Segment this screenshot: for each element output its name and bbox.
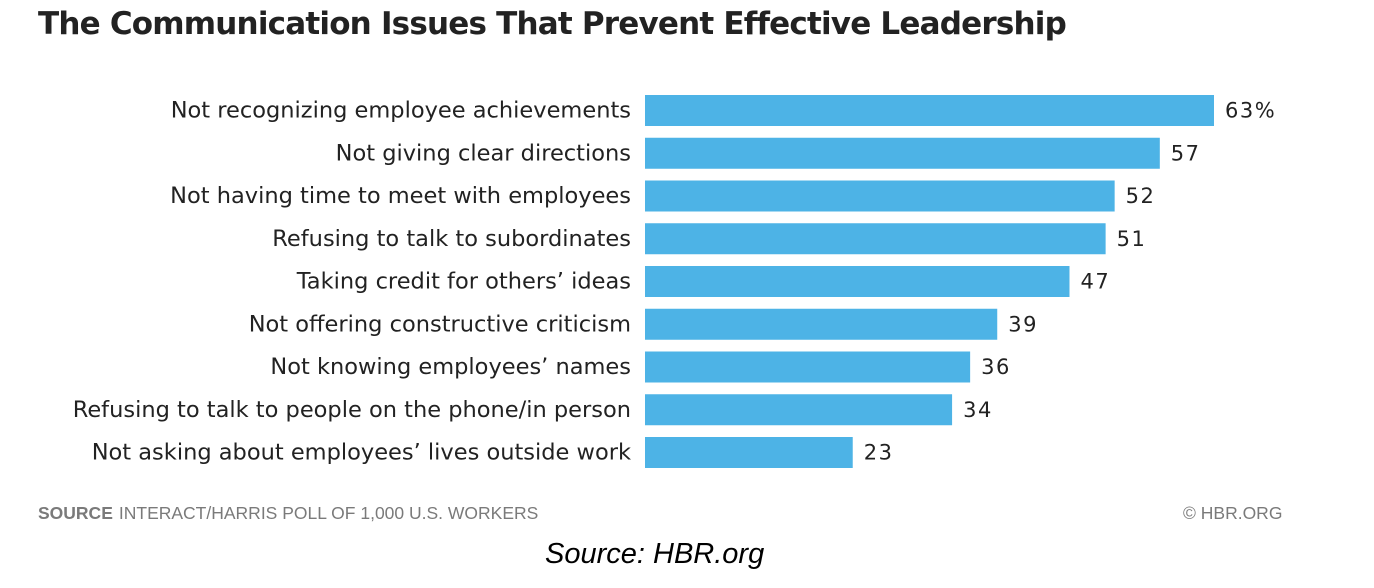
bar: [645, 394, 953, 426]
category-label: Not having time to meet with employees: [170, 183, 631, 209]
copyright-note: © HBR.ORG: [1183, 503, 1283, 523]
bar: [645, 308, 998, 340]
value-labels: 63% 57 52 51 47 39 36 34 23: [864, 99, 1276, 465]
category-label: Not asking about employees’ lives outsid…: [92, 440, 631, 466]
value-label: 39: [1008, 312, 1038, 336]
value-label: 47: [1080, 270, 1110, 294]
image-caption: Source: HBR.org: [545, 538, 765, 570]
value-label: 23: [864, 441, 894, 465]
source-note: SOURCE INTERACT/HARRIS POLL OF 1,000 U.S.…: [38, 503, 538, 524]
category-label: Not giving clear directions: [336, 140, 631, 166]
category-label: Taking credit for others’ ideas: [296, 269, 631, 295]
category-label: Not recognizing employee achievements: [171, 98, 631, 124]
bar: [645, 137, 1160, 169]
bar-chart: Not recognizing employee achievements Not…: [73, 95, 1276, 468]
category-label: Not knowing employees’ names: [270, 354, 631, 380]
bar: [645, 266, 1070, 297]
value-label: 52: [1126, 184, 1156, 208]
source-key: SOURCE: [38, 503, 113, 523]
value-label: 63%: [1225, 99, 1276, 123]
bar: [645, 437, 853, 468]
chart-title: The Communication Issues That Prevent Ef…: [38, 6, 1067, 42]
bar: [645, 223, 1106, 255]
bars: [645, 95, 1214, 468]
bar: [645, 351, 971, 383]
value-label: 51: [1117, 227, 1147, 251]
category-label: Refusing to talk to subordinates: [272, 226, 631, 252]
bar: [645, 95, 1214, 126]
value-label: 57: [1171, 141, 1201, 165]
value-label: 34: [963, 398, 993, 422]
source-text: INTERACT/HARRIS POLL OF 1,000 U.S. WORKE…: [118, 503, 539, 523]
value-label: 36: [981, 355, 1011, 379]
bar: [645, 180, 1115, 212]
category-labels: Not recognizing employee achievements Not…: [73, 98, 631, 466]
category-label: Refusing to talk to people on the phone/…: [73, 397, 631, 423]
category-label: Not offering constructive criticism: [249, 311, 631, 337]
